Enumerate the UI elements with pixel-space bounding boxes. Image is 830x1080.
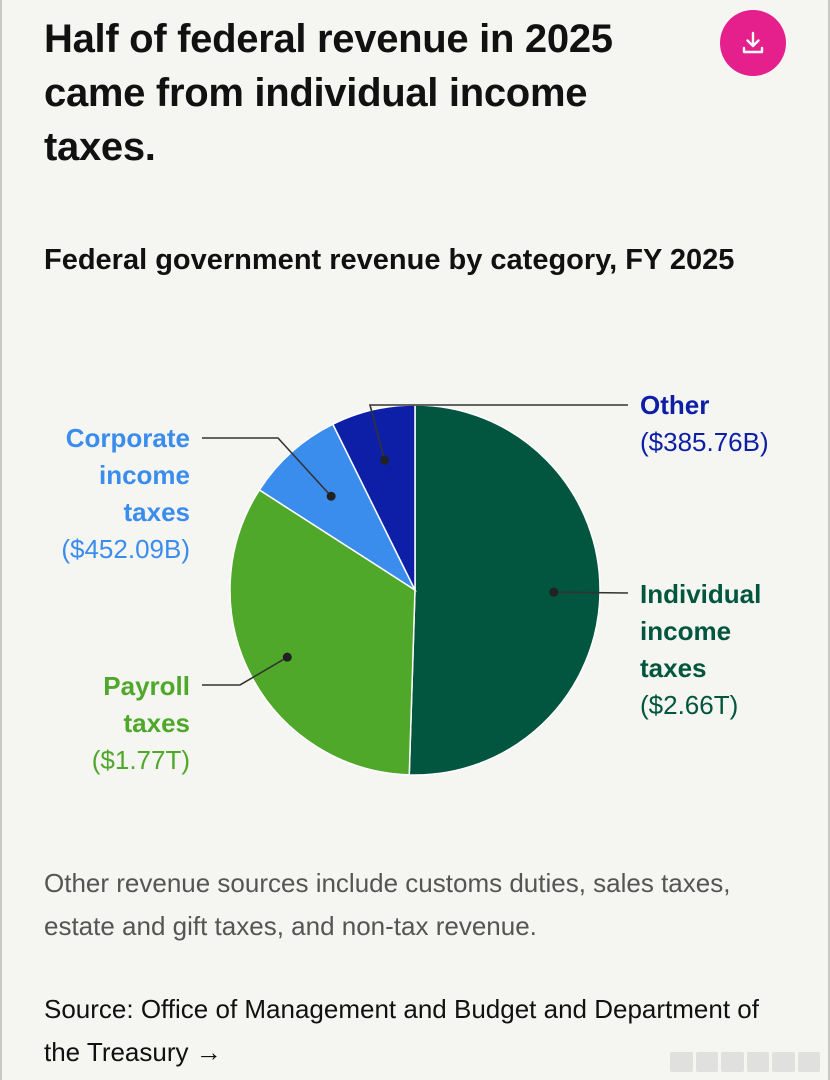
label-other: Other ($385.76B) — [640, 387, 769, 461]
source-text: Source: Office of Management and Budget … — [44, 994, 759, 1067]
frame-right-border — [828, 0, 830, 1080]
leader-line-corporate — [202, 437, 332, 497]
label-other-value: ($385.76B) — [640, 427, 769, 457]
label-individual-line-3: taxes — [640, 653, 707, 683]
source: Source: Office of Management and Budget … — [44, 988, 764, 1074]
download-icon — [742, 31, 764, 54]
leader-dot-other — [380, 455, 390, 465]
download-button[interactable] — [720, 10, 786, 76]
pie-slice-payroll — [229, 488, 416, 776]
label-payroll-line-2: taxes — [123, 708, 191, 738]
leader-line-payroll — [202, 656, 288, 686]
watermark — [670, 1052, 820, 1072]
pie-chart-svg — [202, 404, 629, 776]
leader-dot-payroll — [282, 652, 292, 662]
leader-line-other — [368, 404, 628, 461]
label-corporate-line-1: Corporate — [65, 423, 190, 453]
label-corporate: Corporate income taxes ($452.09B) — [61, 420, 190, 568]
chart-subtitle: Federal government revenue by category, … — [44, 244, 735, 276]
arrow-right-icon: → — [195, 1037, 222, 1067]
pie-chart: Individual income taxes ($2.66T) Payroll… — [0, 380, 830, 800]
label-corporate-line-2: income — [98, 460, 190, 490]
label-payroll-line-1: Payroll — [103, 671, 190, 701]
label-individual-line-2: income — [640, 616, 732, 646]
frame-left-border — [0, 0, 2, 1080]
pie-slice-individual — [408, 404, 601, 776]
label-payroll-value: ($1.77T) — [91, 745, 190, 775]
label-other-line-1: Other — [640, 390, 710, 420]
label-individual-line-1: Individual — [640, 579, 762, 609]
source-link[interactable]: Source: Office of Management and Budget … — [44, 994, 759, 1067]
label-corporate-line-3: taxes — [123, 497, 191, 527]
label-payroll: Payroll taxes ($1.77T) — [92, 668, 190, 779]
leader-line-individual — [553, 591, 629, 594]
label-individual: Individual income taxes ($2.66T) — [640, 576, 761, 724]
footnote: Other revenue sources include customs du… — [44, 868, 731, 941]
leader-dot-individual — [549, 587, 559, 597]
label-corporate-value: ($452.09B) — [61, 534, 190, 564]
leader-dot-corporate — [326, 491, 336, 501]
headline: Half of federal revenue in 2025 came fro… — [44, 17, 613, 169]
label-individual-value: ($2.66T) — [640, 690, 739, 720]
